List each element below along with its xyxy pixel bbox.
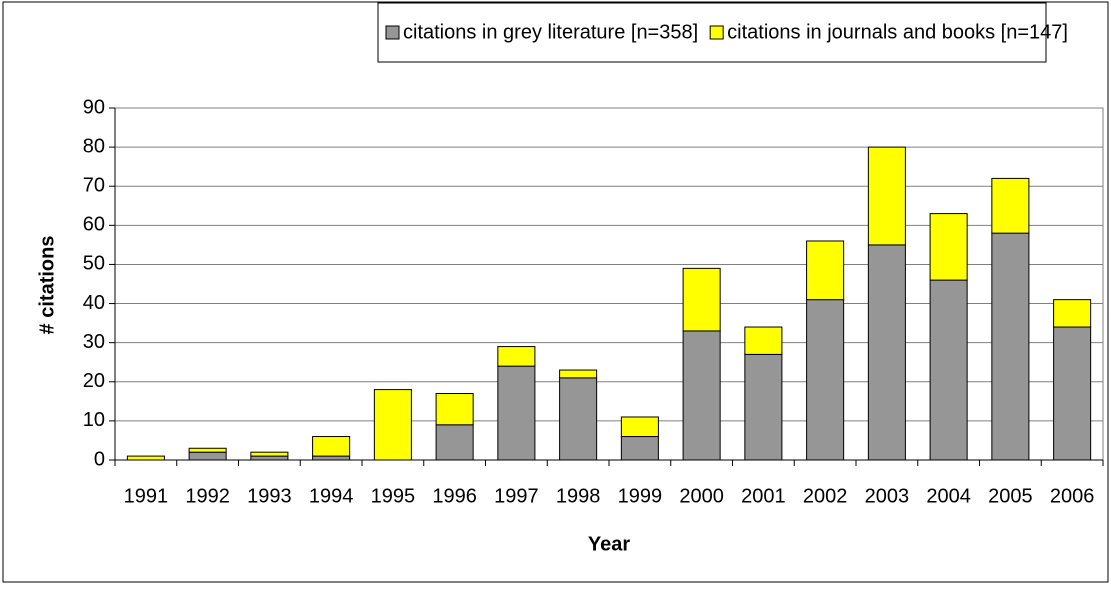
y-axis-label: # citations xyxy=(36,236,58,335)
x-tick-label: 1994 xyxy=(309,485,354,507)
bar-segment xyxy=(497,346,536,367)
bar-segment xyxy=(497,365,536,461)
bar-segment xyxy=(126,455,165,461)
x-tick-label: 1993 xyxy=(247,485,292,507)
x-tick-label: 2003 xyxy=(865,485,910,507)
x-tick-label: 1997 xyxy=(494,485,539,507)
x-tick-label: 1995 xyxy=(371,485,416,507)
x-tick-label: 1991 xyxy=(124,485,169,507)
x-tick-label: 1998 xyxy=(556,485,601,507)
x-tick-label: 1996 xyxy=(432,485,477,507)
bar-segment xyxy=(188,447,227,453)
bar-segment xyxy=(929,213,968,281)
legend-label: citations in journals and books [n=147] xyxy=(727,21,1068,43)
bar-segment xyxy=(435,393,474,426)
x-tick-label: 2004 xyxy=(926,485,971,507)
bar-segment xyxy=(867,146,906,246)
bar-segment xyxy=(744,353,783,461)
bar-segment xyxy=(188,451,227,461)
bar-segment xyxy=(682,267,721,332)
bar-segment xyxy=(250,455,289,461)
legend-swatch xyxy=(709,25,724,40)
legend-label: citations in grey literature [n=358] xyxy=(403,21,698,43)
bar-segment xyxy=(312,436,351,457)
bar-segment xyxy=(620,436,659,461)
y-tick-label: 20 xyxy=(83,370,105,392)
bar-segment xyxy=(744,326,783,355)
y-tick-label: 60 xyxy=(83,214,105,236)
bar-segment xyxy=(559,377,598,461)
y-tick-label: 50 xyxy=(83,253,105,275)
y-tick-label: 0 xyxy=(94,448,105,470)
bar-segment xyxy=(312,455,351,461)
y-tick-label: 80 xyxy=(83,135,105,157)
bar-segment xyxy=(620,416,659,438)
bar-segment xyxy=(806,299,845,461)
legend-swatch xyxy=(385,25,400,40)
bar-segment xyxy=(682,330,721,461)
y-tick-label: 70 xyxy=(83,175,105,197)
bar-segment xyxy=(991,177,1030,234)
bar-segment xyxy=(806,240,845,301)
y-tick-label: 10 xyxy=(83,409,105,431)
y-tick-label: 40 xyxy=(83,292,105,314)
y-tick-label: 90 xyxy=(83,96,105,118)
bar-segment xyxy=(991,232,1030,461)
x-tick-label: 2005 xyxy=(988,485,1033,507)
y-tick-label: 30 xyxy=(83,331,105,353)
bar-segment xyxy=(929,279,968,461)
bar-segment xyxy=(867,244,906,461)
x-tick-label: 1999 xyxy=(618,485,663,507)
bar-segment xyxy=(1053,299,1092,328)
x-tick-label: 2001 xyxy=(741,485,786,507)
bar-segment xyxy=(373,389,412,461)
x-tick-label: 2002 xyxy=(803,485,848,507)
x-tick-label: 1992 xyxy=(185,485,230,507)
x-tick-label: 2000 xyxy=(679,485,724,507)
bar-segment xyxy=(435,424,474,461)
bar-segment xyxy=(1053,326,1092,461)
bar-segment xyxy=(250,451,289,457)
x-axis-label: Year xyxy=(588,533,630,555)
x-tick-label: 2006 xyxy=(1050,485,1095,507)
bar-segment xyxy=(559,369,598,379)
